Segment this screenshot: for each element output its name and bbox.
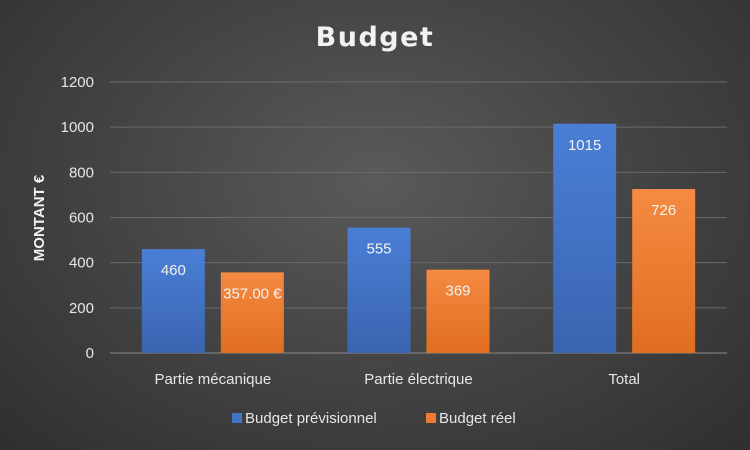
legend-label: Budget prévisionnel bbox=[245, 410, 377, 427]
data-label: 555 bbox=[366, 241, 391, 258]
bar-budget-reel bbox=[632, 189, 696, 353]
bar-budget-previsionnel bbox=[347, 227, 411, 353]
data-label-layer: 460 357.00 € 555 369 1015 726 bbox=[161, 137, 676, 303]
legend: Budget prévisionnel Budget réel bbox=[232, 410, 516, 427]
y-tick-layer: 0 200 400 600 800 1000 1200 bbox=[61, 74, 94, 362]
data-label: 460 bbox=[161, 262, 186, 279]
y-tick-label: 1000 bbox=[61, 119, 94, 136]
legend-label: Budget réel bbox=[439, 410, 516, 427]
bar-budget-reel bbox=[220, 272, 284, 353]
data-label: 357.00 € bbox=[223, 285, 282, 302]
data-label: 1015 bbox=[568, 137, 601, 154]
x-category-label: Partie électrique bbox=[364, 371, 472, 388]
y-tick-label: 800 bbox=[69, 164, 94, 181]
y-axis-title: MONTANT € bbox=[31, 174, 48, 261]
bar-budget-previsionnel bbox=[141, 249, 205, 353]
grid-layer bbox=[110, 81, 727, 354]
bar-layer bbox=[141, 123, 696, 353]
x-category-label: Partie mécanique bbox=[154, 371, 271, 388]
y-tick-label: 1200 bbox=[61, 74, 94, 91]
y-tick-label: 0 bbox=[86, 345, 94, 362]
bar-budget-previsionnel bbox=[553, 123, 617, 353]
y-tick-label: 400 bbox=[69, 255, 94, 272]
x-category-label: Total bbox=[608, 371, 640, 388]
category-label-layer: Partie mécanique Partie électrique Total bbox=[154, 371, 640, 388]
y-tick-label: 200 bbox=[69, 300, 94, 317]
y-tick-label: 600 bbox=[69, 210, 94, 227]
chart-title: Budget bbox=[316, 22, 435, 53]
legend-swatch bbox=[426, 413, 436, 423]
data-label: 369 bbox=[445, 283, 470, 300]
legend-swatch bbox=[232, 413, 242, 423]
bar-budget-reel bbox=[426, 269, 490, 353]
data-label: 726 bbox=[651, 202, 676, 219]
